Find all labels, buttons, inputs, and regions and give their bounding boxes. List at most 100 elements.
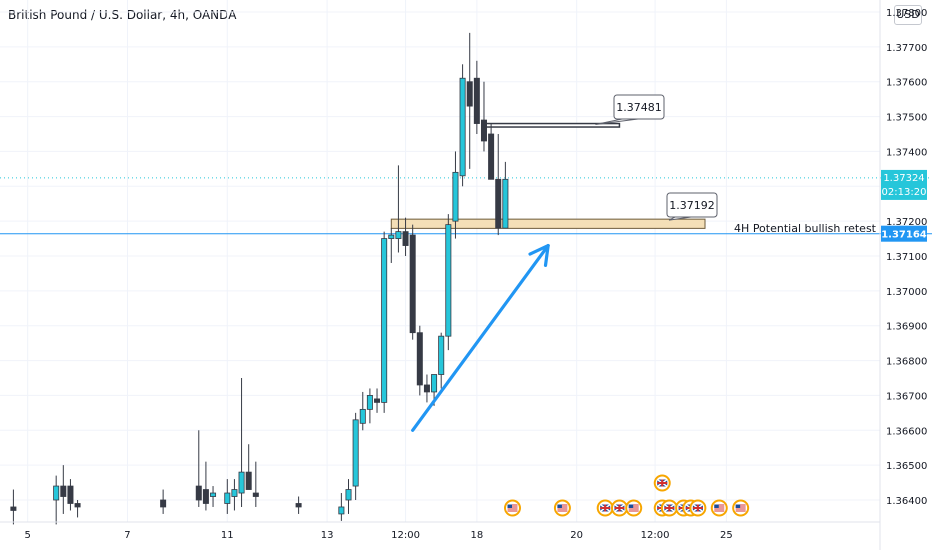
candle-body (388, 234, 395, 239)
candle-body (231, 489, 238, 497)
candle-body (374, 398, 381, 403)
candle-body (366, 395, 373, 410)
flag-stripe (714, 506, 725, 508)
y-tick-label: 1.36600 (886, 426, 927, 437)
candle-body (252, 492, 259, 497)
current-price-label: 1.37164 (881, 230, 927, 241)
candle-body (245, 471, 252, 490)
us-flag-icon[interactable] (710, 499, 728, 517)
y-tick-label: 1.37800 (886, 8, 927, 19)
y-tick-label: 1.36700 (886, 391, 927, 402)
uk-flag-icon[interactable] (610, 499, 628, 517)
event-icons[interactable] (504, 474, 750, 517)
y-tick-label: 1.36500 (886, 461, 927, 472)
candle-body (359, 408, 366, 424)
arrow-head[interactable] (528, 243, 550, 267)
candle-body (53, 485, 60, 501)
flag-stripe (628, 508, 639, 510)
candle-body (431, 374, 438, 393)
candle-body (452, 171, 459, 222)
x-tick-label: 13 (321, 530, 334, 541)
flag-stripe (628, 506, 639, 508)
us-flag-icon[interactable] (732, 499, 750, 517)
callout-1.37192[interactable]: 1.37192 (666, 192, 718, 221)
x-tick-label: 7 (124, 530, 130, 541)
candle-body (195, 485, 202, 501)
us-flag-icon[interactable] (504, 499, 521, 517)
flag-field (628, 504, 639, 512)
uk-flag-icon[interactable] (689, 499, 707, 517)
us-flag-icon[interactable] (553, 499, 571, 517)
flag-stripe (507, 508, 518, 510)
candles (10, 32, 509, 525)
arrow-shaft[interactable] (411, 243, 550, 432)
candle-body (445, 224, 452, 337)
flag-field (507, 504, 518, 512)
currency-button[interactable]: USD (894, 5, 922, 25)
y-tick-label: 1.36800 (886, 357, 927, 368)
y-tick-label: 1.37000 (886, 287, 927, 298)
candle-body (488, 133, 495, 180)
flag-canton (507, 504, 512, 508)
candle-body (338, 506, 345, 515)
flag-stripe (714, 508, 725, 510)
flag-stripe (557, 506, 568, 508)
uk-flag-icon[interactable] (653, 474, 671, 492)
current-price-badge (881, 225, 927, 242)
flag-stripe (628, 504, 639, 506)
flag-stripe (507, 510, 518, 512)
x-tick-label: 20 (570, 530, 583, 541)
uk-flag-icon[interactable] (596, 499, 614, 517)
y-tick-label: 1.37500 (886, 113, 927, 124)
callout-label: 1.37192 (669, 199, 715, 212)
flag-stripe (507, 504, 518, 506)
candle-body (473, 77, 480, 124)
candle-body (67, 485, 74, 504)
flag-stripe (557, 510, 568, 512)
flag-stripe (735, 506, 746, 508)
flag-cross-v (696, 504, 699, 512)
y-tick-label: 1.37100 (886, 252, 927, 263)
y-tick-label: 1.36400 (886, 496, 927, 507)
flag-cross-v (604, 504, 607, 512)
flag-field (714, 504, 725, 512)
level-zones[interactable] (390, 122, 706, 229)
flag-stripe (507, 506, 518, 508)
candle-body (402, 231, 409, 246)
last-price-badge (881, 169, 927, 200)
countdown-label: 02:13:20 (882, 187, 927, 198)
retest-annotation: 4H Potential bullish retest (734, 222, 877, 235)
annotations[interactable]: 1.37481 1.37192 4H Potential bullish retes… (595, 94, 877, 235)
support-retest-zone[interactable] (390, 218, 706, 229)
flag-cross-v (668, 504, 671, 512)
callout-pointer (668, 216, 692, 221)
flag-field (735, 504, 746, 512)
candle-body (60, 485, 67, 497)
flag-canton (628, 504, 634, 508)
candle-body (438, 335, 445, 375)
candle-body (381, 238, 388, 403)
y-tick-label: 1.37200 (886, 217, 927, 228)
x-tick-label: 25 (720, 530, 733, 541)
candle-body (160, 499, 167, 508)
candle-body (395, 231, 402, 239)
x-tick-label: 18 (470, 530, 483, 541)
candle-body (423, 384, 430, 393)
flag-stripe (735, 504, 746, 506)
x-tick-label: 12:00 (641, 530, 670, 541)
price-lines (0, 177, 932, 235)
candle-body (345, 489, 352, 501)
flag-canton (557, 504, 562, 508)
flag-stripe (735, 508, 746, 510)
trend-arrow[interactable] (411, 243, 550, 432)
y-tick-label: 1.37600 (886, 78, 927, 89)
flag-stripe (557, 504, 568, 506)
y-tick-label: 1.37400 (886, 147, 927, 158)
grid-lines (0, 0, 880, 522)
callout-1.37481[interactable]: 1.37481 (595, 94, 665, 126)
uk-flag-icon[interactable] (660, 499, 678, 517)
us-flag-icon[interactable] (625, 499, 643, 517)
